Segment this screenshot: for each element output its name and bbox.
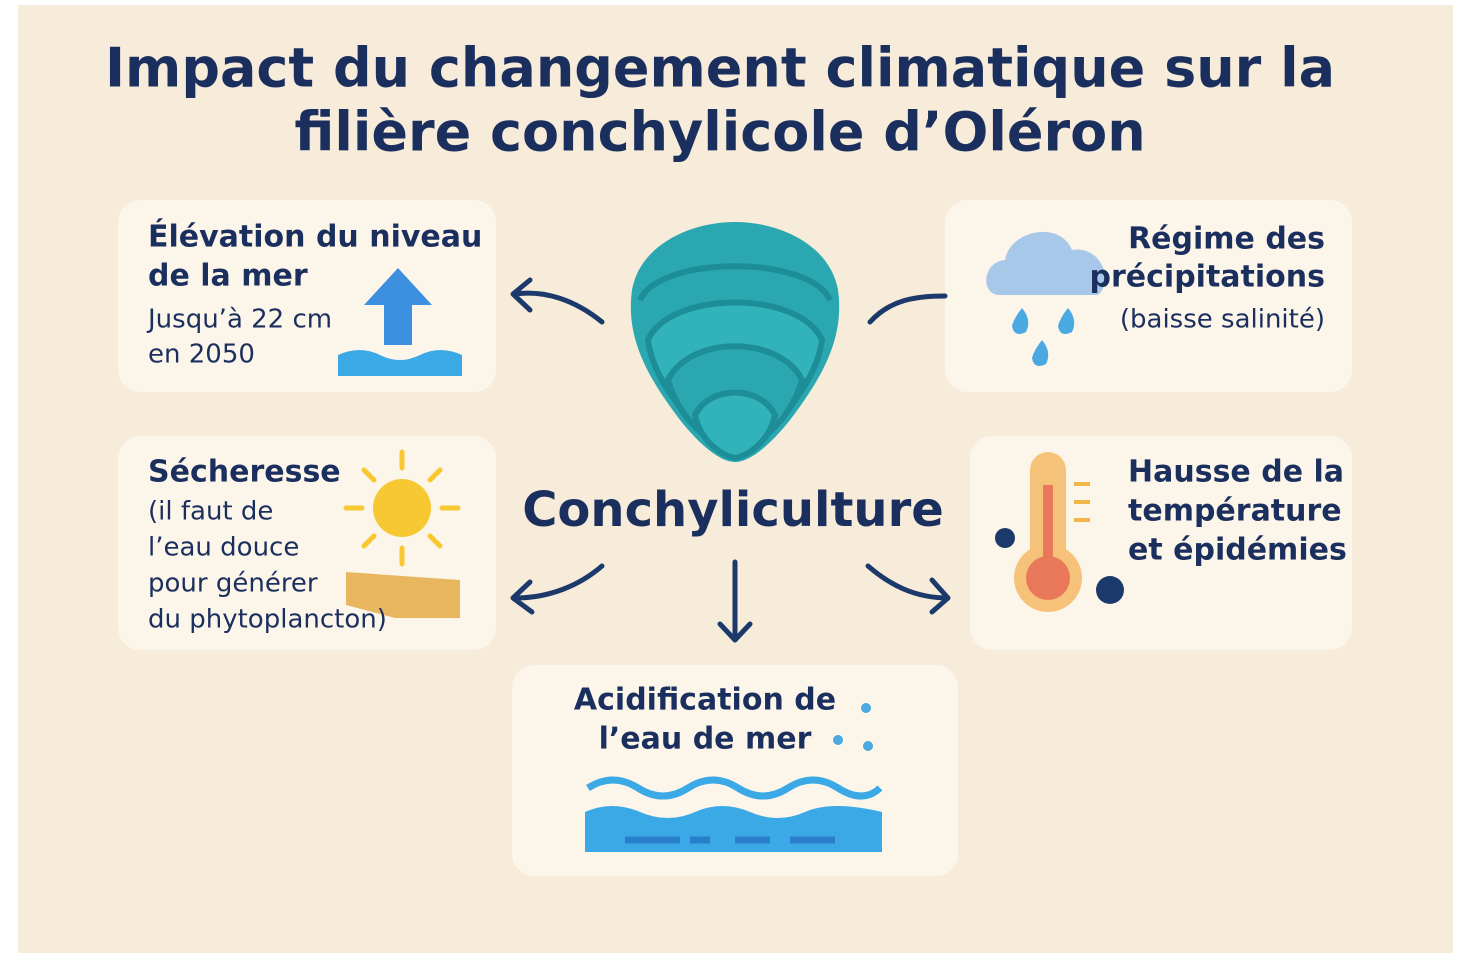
card-text: (baisse salinité) [1120,305,1325,335]
title: filière conchylicole d’Oléron [294,101,1145,164]
card-text: l’eau douce [148,533,299,563]
card-title: Acidification de [574,683,836,718]
card-title: température [1128,494,1342,529]
card-text: Jusqu’à 22 cm [146,305,332,335]
title: Impact du changement climatique sur la [105,37,1335,100]
card-title: Régime des [1128,222,1325,257]
card-title: de la mer [148,259,308,294]
card-title: Sécheresse [148,455,341,490]
card-title: précipitations [1090,260,1325,295]
card-text: en 2050 [148,340,255,370]
infographic: Impact du changement climatique sur la f… [0,0,1461,955]
card-text: pour générer [148,569,318,599]
card-title: Hausse de la [1128,455,1344,490]
card-title: et épidémies [1128,533,1347,568]
card-title: Élévation du niveau [148,219,482,255]
card-title: l’eau de mer [599,722,812,757]
card-text: du phytoplancton) [148,605,387,635]
card-text: (il faut de [148,497,273,527]
center-label: Conchyliculture [522,482,944,538]
